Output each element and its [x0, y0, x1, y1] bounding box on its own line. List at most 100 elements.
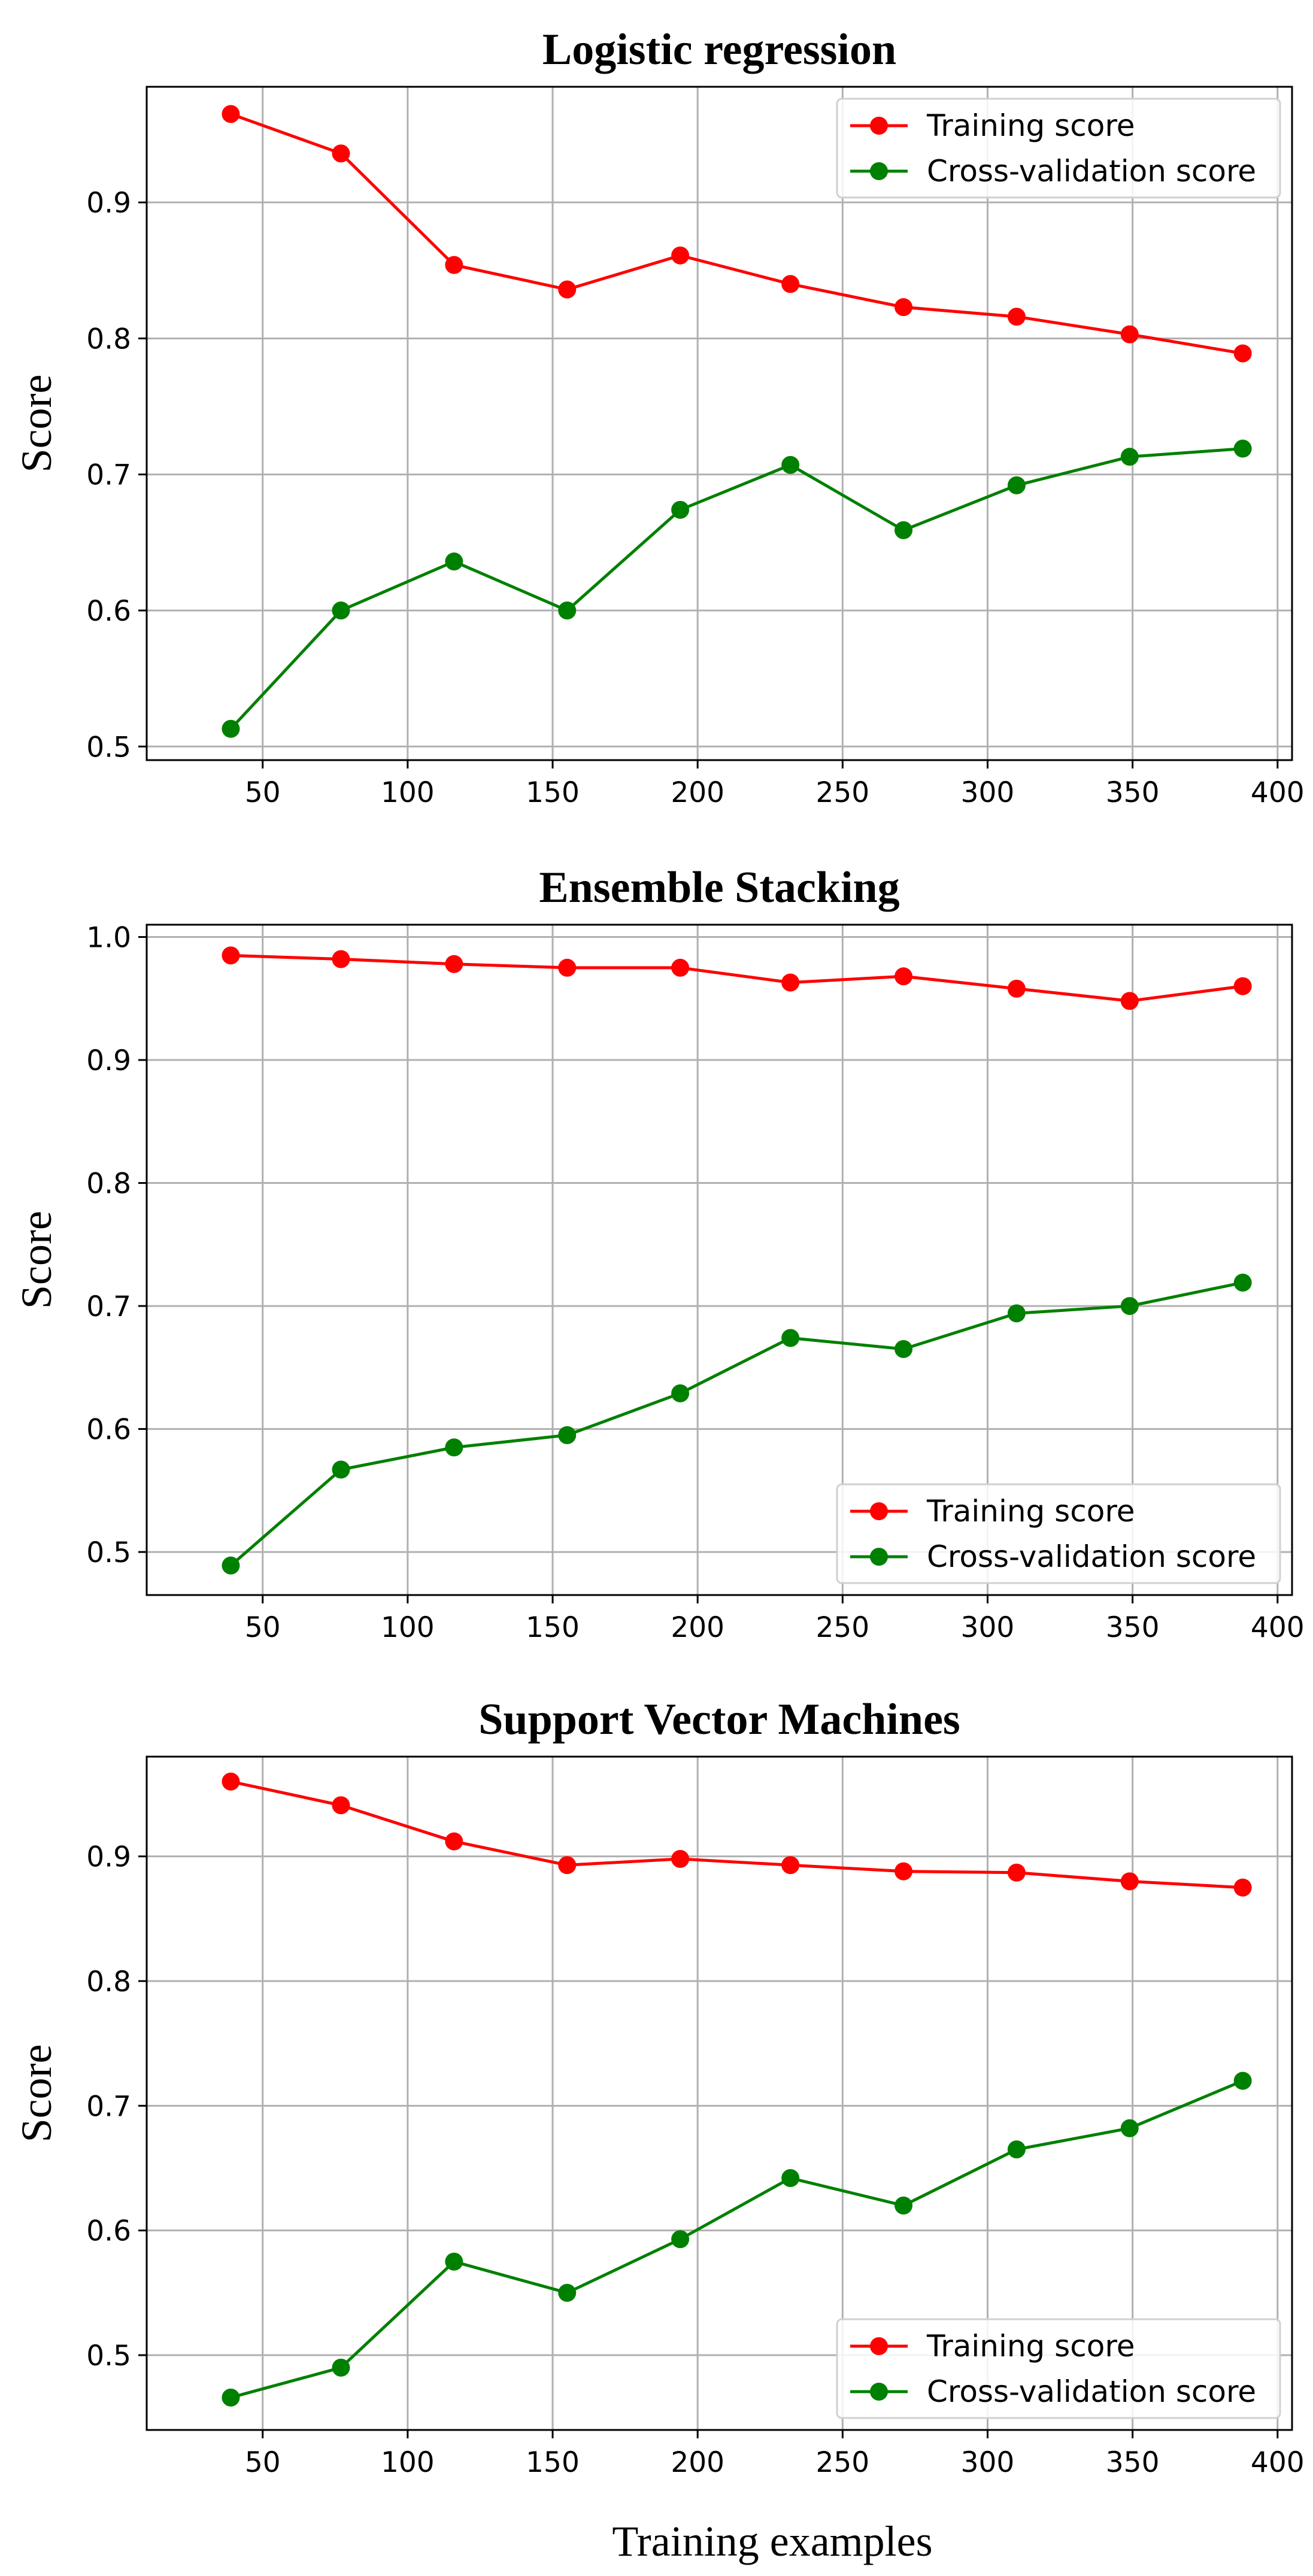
legend-frame — [836, 1483, 1281, 1584]
x-tick-label: 150 — [526, 776, 580, 809]
y-axis-label: Score — [13, 1211, 60, 1309]
data-point — [781, 973, 800, 992]
y-tick-label: 0.5 — [86, 731, 131, 764]
x-tick-label: 50 — [245, 2446, 281, 2479]
legend-marker — [870, 117, 888, 135]
plot-frame — [145, 1755, 1293, 2431]
y-axis-label: Score — [13, 2045, 60, 2143]
data-point — [894, 2197, 913, 2214]
data-point — [781, 2169, 800, 2188]
data-point — [1233, 1274, 1252, 1292]
data-point — [445, 955, 463, 973]
chart-title: Support Vector Machines — [478, 1695, 960, 1744]
legend-marker — [870, 1548, 888, 1566]
data-point — [671, 1384, 690, 1402]
y-tick-label: 0.9 — [86, 187, 131, 220]
legend-marker — [870, 162, 888, 180]
x-tick-label: 300 — [961, 776, 1015, 809]
series-line-cross-validation — [230, 2079, 1244, 2399]
data-point — [1120, 1297, 1139, 1316]
data-point — [781, 275, 800, 293]
x-tick-label: 100 — [381, 1611, 435, 1644]
legend-marker — [870, 2383, 888, 2401]
data-point — [332, 1796, 350, 1815]
data-point — [1233, 1878, 1252, 1897]
legend: Training score Cross-validation score — [836, 1483, 1281, 1584]
data-point — [1007, 2140, 1026, 2159]
plot-frame — [145, 924, 1293, 1596]
legend-label: Training score — [926, 108, 1135, 143]
data-point — [894, 967, 913, 986]
legend-label: Training score — [926, 1494, 1135, 1529]
y-tick-label: 0.5 — [86, 2340, 131, 2373]
series-line-training — [230, 113, 1244, 355]
data-point — [558, 2283, 577, 2302]
x-tick-label: 400 — [1251, 2446, 1305, 2479]
data-point — [332, 2358, 350, 2377]
x-tick-label: 200 — [671, 2446, 724, 2479]
data-point — [1120, 992, 1139, 1010]
x-tick-label: 300 — [961, 1611, 1015, 1644]
series-line-cross-validation — [229, 1281, 1244, 1567]
x-axis-label: Training examples — [612, 2517, 932, 2565]
data-point — [1007, 979, 1026, 998]
x-tick-label: 150 — [526, 2446, 580, 2479]
data-point — [671, 246, 690, 265]
y-tick-label: 0.9 — [86, 1841, 131, 1874]
x-tick-label: 100 — [381, 776, 435, 809]
legend-frame — [836, 2318, 1281, 2419]
legend-label: Cross-validation score — [927, 1539, 1256, 1574]
chart-panel-1: 50 100 150 200 250 300 350 400 0.5 0.6 0.7 0.8 0.9 Lo… — [13, 25, 1305, 809]
x-tick-label: 300 — [961, 2446, 1015, 2479]
data-point — [894, 1339, 913, 1358]
data-point — [781, 455, 800, 474]
data-point — [894, 1862, 913, 1881]
data-point — [1007, 308, 1026, 326]
data-point — [1007, 476, 1026, 494]
data-point — [558, 280, 577, 299]
data-point — [222, 1772, 240, 1791]
y-tick-label: 0.8 — [86, 1966, 131, 1998]
x-tick-label: 100 — [381, 2446, 435, 2479]
x-tick-label: 250 — [815, 1611, 869, 1644]
data-point — [781, 1329, 800, 1347]
chart-title: Logistic regression — [542, 25, 896, 74]
x-tick-label: 250 — [815, 776, 869, 809]
x-tick-label: 200 — [671, 776, 724, 809]
data-point — [1233, 439, 1252, 458]
data-point — [1233, 977, 1252, 995]
data-point — [445, 1438, 463, 1457]
x-tick-label: 50 — [245, 776, 281, 809]
legend: Training score Cross-validation score — [836, 98, 1281, 199]
data-point — [222, 105, 240, 123]
legend-label: Cross-validation score — [927, 154, 1256, 189]
data-point — [332, 1460, 350, 1479]
x-tick-label: 250 — [815, 2446, 869, 2479]
y-tick-label: 0.6 — [86, 595, 131, 628]
y-tick-label: 0.9 — [86, 1044, 131, 1077]
data-point — [332, 144, 350, 163]
chart-panel-2: 50 100 150 200 250 300 350 400 0.5 0.6 0.7 0.8 0.9 1.… — [13, 863, 1305, 1644]
data-point — [222, 1556, 240, 1575]
legend-frame — [836, 98, 1281, 199]
data-point — [558, 1856, 577, 1875]
x-tick-label: 50 — [245, 1611, 281, 1644]
x-tick-label: 200 — [671, 1611, 724, 1644]
chart-panel-3: 50 100 150 200 250 300 350 400 0.5 0.6 0.7 0.8 0.9 Su… — [13, 1695, 1305, 2479]
data-point — [222, 2388, 240, 2407]
data-point — [671, 2230, 690, 2249]
series-line-training — [230, 1780, 1243, 1890]
data-point — [1007, 1304, 1026, 1323]
x-tick-label: 400 — [1251, 1611, 1305, 1644]
y-tick-label: 0.6 — [86, 2215, 131, 2248]
x-tick-label: 350 — [1106, 2446, 1160, 2479]
series-line-training — [231, 953, 1243, 1003]
y-tick-label: 0.5 — [86, 1536, 131, 1569]
data-point — [671, 958, 690, 977]
legend-marker — [870, 1502, 888, 1520]
data-point — [1120, 448, 1139, 466]
data-point — [332, 602, 350, 619]
y-axis-label: Score — [13, 375, 60, 473]
y-tick-label: 1.0 — [86, 922, 131, 955]
data-point — [445, 552, 463, 571]
